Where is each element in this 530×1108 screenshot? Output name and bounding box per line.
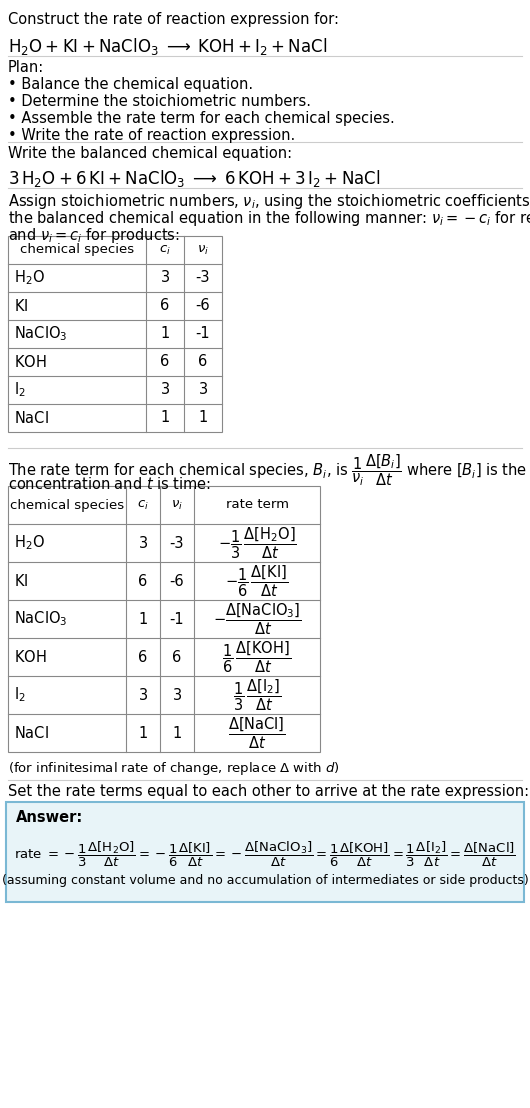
Text: $\dfrac{1}{6}\,\dfrac{\Delta[\mathrm{KOH}]}{\Delta t}$: $\dfrac{1}{6}\,\dfrac{\Delta[\mathrm{KOH… — [223, 639, 292, 675]
Text: -1: -1 — [196, 327, 210, 341]
Text: 3: 3 — [138, 535, 147, 551]
Text: 1: 1 — [198, 410, 208, 425]
Text: • Determine the stoichiometric numbers.: • Determine the stoichiometric numbers. — [8, 94, 311, 109]
Text: -6: -6 — [196, 298, 210, 314]
Bar — [8, 486, 320, 752]
Text: Write the balanced chemical equation:: Write the balanced chemical equation: — [8, 146, 292, 161]
Text: 1: 1 — [138, 612, 148, 626]
Text: $\mathrm{I_2}$: $\mathrm{I_2}$ — [14, 686, 26, 705]
Text: • Balance the chemical equation.: • Balance the chemical equation. — [8, 76, 253, 92]
Text: 6: 6 — [161, 355, 170, 369]
Text: $\mathrm{H_2O}$: $\mathrm{H_2O}$ — [14, 534, 45, 553]
Text: $\mathrm{KOH}$: $\mathrm{KOH}$ — [14, 649, 47, 665]
Text: $\mathrm{I_2}$: $\mathrm{I_2}$ — [14, 381, 26, 399]
Text: $\mathrm{H_2O}$: $\mathrm{H_2O}$ — [14, 268, 45, 287]
Text: the balanced chemical equation in the following manner: $\nu_i = -c_i$ for react: the balanced chemical equation in the fo… — [8, 209, 530, 228]
Text: 3: 3 — [172, 687, 182, 702]
Text: $\mathrm{NaClO_3}$: $\mathrm{NaClO_3}$ — [14, 325, 67, 343]
Text: chemical species: chemical species — [20, 244, 134, 256]
Text: 6: 6 — [138, 649, 148, 665]
Text: 3: 3 — [198, 382, 208, 398]
Text: and $\nu_i = c_i$ for products:: and $\nu_i = c_i$ for products: — [8, 226, 180, 245]
Bar — [6, 802, 524, 902]
Text: 1: 1 — [138, 726, 148, 740]
Text: 3: 3 — [161, 270, 170, 286]
Text: 6: 6 — [198, 355, 208, 369]
Text: Set the rate terms equal to each other to arrive at the rate expression:: Set the rate terms equal to each other t… — [8, 784, 529, 799]
Text: Answer:: Answer: — [16, 810, 83, 825]
Text: -3: -3 — [170, 535, 184, 551]
Text: 3: 3 — [161, 382, 170, 398]
Text: $\mathrm{H_2O + KI + NaClO_3}$$\;\longrightarrow\;$$\mathrm{KOH + I_2 + NaCl}$: $\mathrm{H_2O + KI + NaClO_3}$$\;\longri… — [8, 35, 327, 57]
Text: • Write the rate of reaction expression.: • Write the rate of reaction expression. — [8, 129, 295, 143]
Text: $\mathrm{NaCl}$: $\mathrm{NaCl}$ — [14, 410, 49, 425]
Text: $c_i$: $c_i$ — [159, 244, 171, 257]
Text: $\mathrm{3\,H_2O + 6\,KI + NaClO_3}$$\;\longrightarrow\;$$\mathrm{6\,KOH + 3\,I_: $\mathrm{3\,H_2O + 6\,KI + NaClO_3}$$\;\… — [8, 168, 381, 189]
Text: $-\dfrac{1}{6}\,\dfrac{\Delta[\mathrm{KI}]}{\Delta t}$: $-\dfrac{1}{6}\,\dfrac{\Delta[\mathrm{KI… — [225, 563, 288, 598]
Text: $\nu_i$: $\nu_i$ — [197, 244, 209, 257]
Text: 1: 1 — [161, 327, 170, 341]
Text: $\dfrac{\Delta[\mathrm{NaCl}]}{\Delta t}$: $\dfrac{\Delta[\mathrm{NaCl}]}{\Delta t}… — [228, 716, 286, 751]
Text: 1: 1 — [161, 410, 170, 425]
Text: -3: -3 — [196, 270, 210, 286]
Text: $\dfrac{1}{3}\,\dfrac{\Delta[\mathrm{I_2}]}{\Delta t}$: $\dfrac{1}{3}\,\dfrac{\Delta[\mathrm{I_2… — [233, 677, 281, 712]
Text: $\mathrm{KI}$: $\mathrm{KI}$ — [14, 298, 29, 314]
Text: (for infinitesimal rate of change, replace $\Delta$ with $d$): (for infinitesimal rate of change, repla… — [8, 760, 340, 777]
Text: $\mathrm{NaClO_3}$: $\mathrm{NaClO_3}$ — [14, 609, 67, 628]
Text: Plan:: Plan: — [8, 60, 44, 75]
Text: concentration and $t$ is time:: concentration and $t$ is time: — [8, 476, 211, 492]
Text: $c_i$: $c_i$ — [137, 499, 149, 512]
Text: 3: 3 — [138, 687, 147, 702]
Text: chemical species: chemical species — [10, 499, 124, 512]
Text: $\mathrm{NaCl}$: $\mathrm{NaCl}$ — [14, 725, 49, 741]
Text: -6: -6 — [170, 574, 184, 588]
Text: Construct the rate of reaction expression for:: Construct the rate of reaction expressio… — [8, 12, 339, 27]
Text: $\mathrm{KI}$: $\mathrm{KI}$ — [14, 573, 29, 589]
Text: 6: 6 — [138, 574, 148, 588]
Text: • Assemble the rate term for each chemical species.: • Assemble the rate term for each chemic… — [8, 111, 395, 126]
Text: 6: 6 — [172, 649, 182, 665]
Text: $-\dfrac{\Delta[\mathrm{NaClO_3}]}{\Delta t}$: $-\dfrac{\Delta[\mathrm{NaClO_3}]}{\Delt… — [213, 602, 301, 637]
Text: 1: 1 — [172, 726, 182, 740]
Text: rate $= -\dfrac{1}{3}\dfrac{\Delta[\mathrm{H_2O}]}{\Delta t} = -\dfrac{1}{6}\dfr: rate $= -\dfrac{1}{3}\dfrac{\Delta[\math… — [14, 840, 516, 869]
Text: Assign stoichiometric numbers, $\nu_i$, using the stoichiometric coefficients, $: Assign stoichiometric numbers, $\nu_i$, … — [8, 192, 530, 211]
Text: $-\dfrac{1}{3}\,\dfrac{\Delta[\mathrm{H_2O}]}{\Delta t}$: $-\dfrac{1}{3}\,\dfrac{\Delta[\mathrm{H_… — [218, 525, 296, 561]
Text: -1: -1 — [170, 612, 184, 626]
Bar — [8, 236, 222, 432]
Text: The rate term for each chemical species, $B_i$, is $\dfrac{1}{\nu_i}\dfrac{\Delt: The rate term for each chemical species,… — [8, 452, 530, 488]
Text: $\mathrm{KOH}$: $\mathrm{KOH}$ — [14, 353, 47, 370]
Text: $\nu_i$: $\nu_i$ — [171, 499, 183, 512]
Text: rate term: rate term — [225, 499, 288, 512]
Text: (assuming constant volume and no accumulation of intermediates or side products): (assuming constant volume and no accumul… — [2, 874, 528, 888]
Text: 6: 6 — [161, 298, 170, 314]
